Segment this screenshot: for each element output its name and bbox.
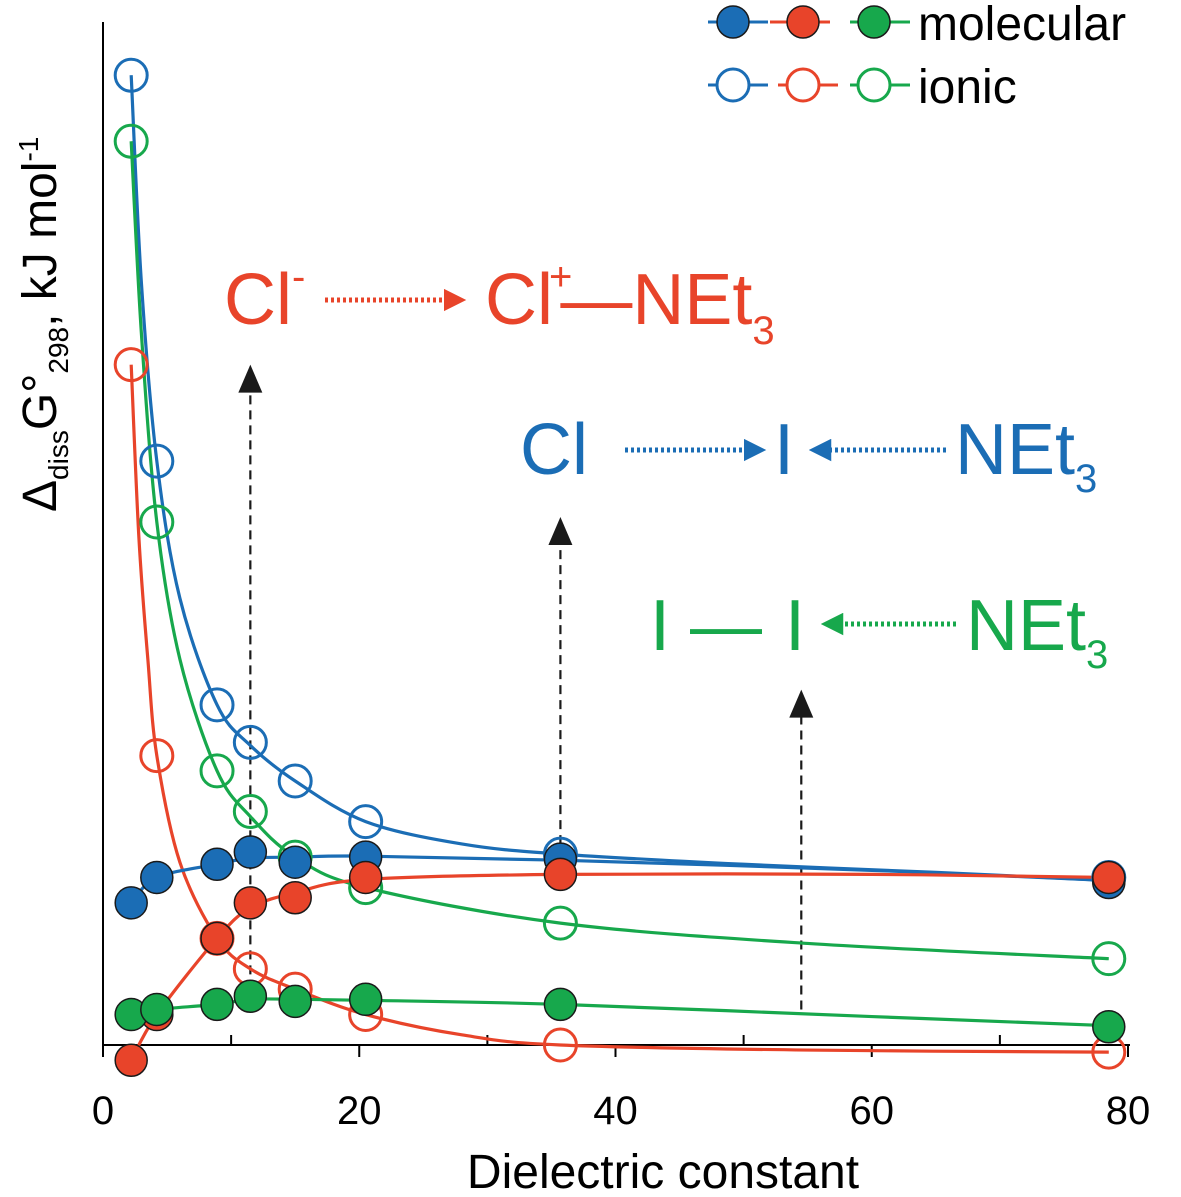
x-tick-label-40: 40 [593,1089,638,1133]
point-blue-open-1 [139,443,175,479]
point-green-filled-2 [200,987,234,1022]
point-red-filled-5 [348,860,383,895]
y-axis-title: ΔdissG°298, kJ mol-1 [13,137,74,512]
curve-green-open [129,141,1109,961]
annotation-green-net3: NEt3 [966,586,1108,677]
annotation-arrows [238,364,814,1010]
point-green-filled-7 [1092,1009,1126,1044]
y-axis-title-sub-diss: diss [43,430,74,480]
legend: molecular ionic [708,0,1126,114]
point-green-open-1 [139,504,175,540]
curves [129,75,1109,1062]
point-blue-filled-0 [114,886,148,920]
annotation-green-i1: I [650,586,670,666]
legend-ionic-label: ionic [918,61,1017,114]
legend-molecular-blue-marker [716,5,750,39]
legend-ionic-markers [708,67,910,103]
point-blue-open-0 [113,57,149,93]
annotation-blue: Cl I NEt3 [520,410,1097,501]
y-axis-title-sup: -1 [13,137,44,162]
legend-molecular-green-marker [857,5,891,39]
point-green-open-7 [1091,941,1127,977]
y-axis-title-g: G° [14,374,67,431]
point-red-filled-4 [278,881,312,915]
point-red-filled-0 [114,1043,148,1077]
annotation-arrow-head-green [789,689,814,718]
curve-red-filled [129,872,1109,1062]
x-tick-label-60: 60 [850,1089,895,1133]
curve-green-filled [130,997,1109,1028]
x-axis-title: Dielectric constant [467,1146,859,1197]
point-red-filled-3 [233,886,268,920]
point-green-open-6 [542,905,578,941]
legend-molecular-red-marker [786,5,820,39]
x-tick-label-80: 80 [1106,1089,1151,1133]
point-blue-open-4 [277,763,313,799]
point-blue-filled-3 [233,835,268,869]
annotation-green-i2: I [785,586,805,666]
point-green-filled-5 [348,982,383,1017]
annotation-arrow-head-blue [548,516,573,545]
annotation-blue-i: I [774,410,794,490]
point-blue-filled-2 [200,847,234,881]
point-green-filled-1 [140,992,174,1027]
curve-red-open [129,364,1109,1054]
x-tick-label-0: 0 [92,1089,114,1133]
annotation-red-product: Cl+—NEt3 [485,255,775,353]
x-tick-labels: 0 20 40 60 80 [92,1089,1150,1133]
annotation-arrow-head-red [238,364,263,393]
point-blue-open-3 [232,724,268,760]
annotation-blue-cl: Cl [520,410,588,490]
point-blue-filled-1 [140,860,174,895]
point-red-open-0 [113,347,149,383]
legend-ionic-red-marker [785,67,821,103]
point-green-filled-6 [543,987,578,1022]
point-blue-filled-4 [278,845,312,879]
point-red-open-6 [542,1027,578,1063]
point-blue-open-5 [348,804,384,840]
point-red-open-1 [139,738,175,774]
point-green-open-3 [232,793,268,829]
point-red-filled-6 [543,857,578,892]
y-axis-title-sub-298: 298 [43,327,74,374]
annotation-blue-net3: NEt3 [955,410,1097,501]
point-red-filled-2 [200,921,234,956]
legend-molecular-markers [708,5,910,39]
legend-ionic-blue-marker [715,67,751,103]
point-green-open-2 [199,753,235,789]
point-green-filled-4 [278,984,312,1019]
y-axis-title-unit: , kJ mol [14,162,67,327]
point-green-filled-3 [233,979,268,1014]
point-blue-open-2 [199,687,235,723]
annotation-red-cl-minus: Cl- [224,255,305,340]
point-green-open-0 [113,123,149,159]
annotation-green: I — I NEt3 [650,586,1108,677]
x-tick-label-20: 20 [337,1089,382,1133]
annotation-red: Cl- Cl+—NEt3 [224,255,775,353]
point-red-filled-7 [1092,860,1126,895]
annotation-green-bond: — [690,586,762,666]
points [113,57,1127,1077]
y-axis-title-delta: Δ [14,480,67,512]
legend-molecular-label: molecular [918,0,1126,51]
legend-ionic-green-marker [856,67,892,103]
